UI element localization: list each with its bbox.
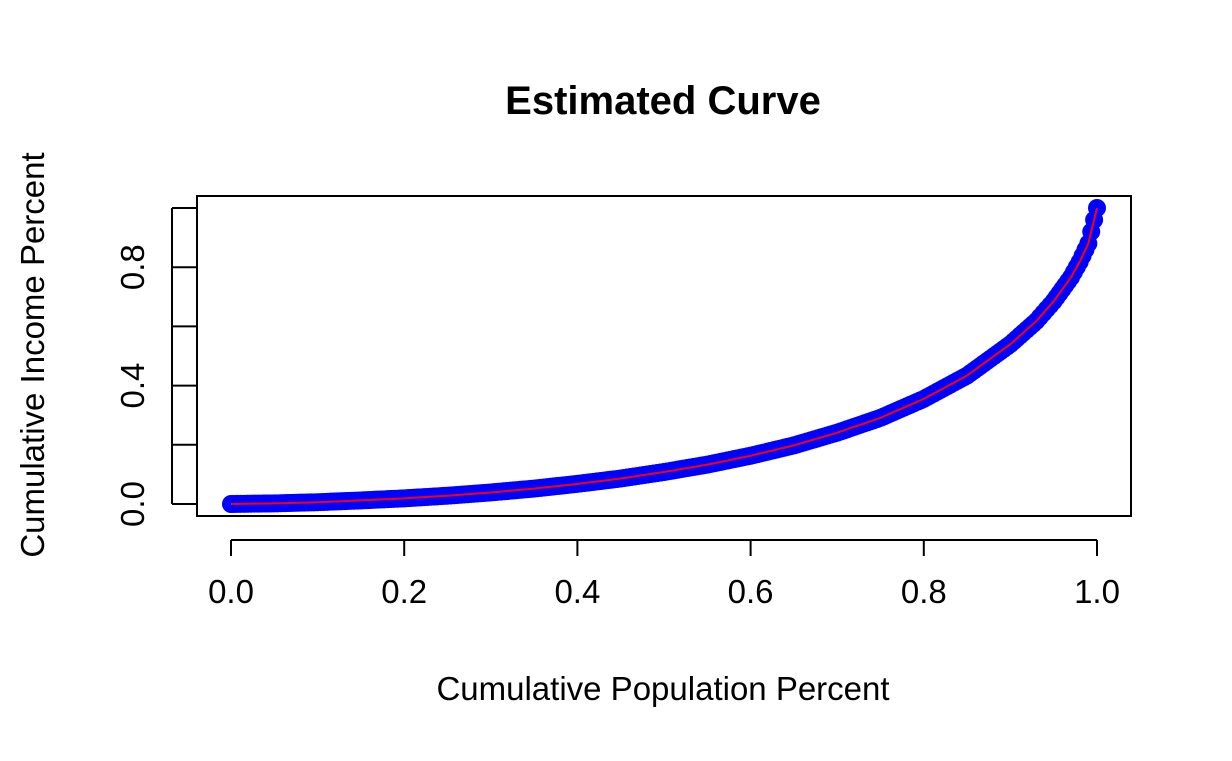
x-tick-label: 0.4 [554, 573, 600, 610]
points-series [222, 199, 1106, 513]
plot-frame [196, 195, 1132, 517]
chart-title: Estimated Curve [505, 79, 821, 123]
y-tick-label: 0.8 [114, 244, 151, 290]
plot-area [222, 199, 1106, 513]
y-tick-label: 0.4 [114, 363, 151, 409]
x-axis-label: Cumulative Population Percent [436, 670, 889, 707]
y-tick-label: 0.0 [114, 481, 151, 527]
x-tick-label: 0.0 [208, 573, 254, 610]
y-axis-label: Cumulative Income Percent [14, 152, 51, 557]
x-axis: 0.0 0.2 0.4 0.6 0.8 1.0 [208, 539, 1120, 610]
x-tick-label: 0.8 [901, 573, 947, 610]
fitted-curve-line [230, 207, 1098, 505]
x-tick-label: 0.6 [728, 573, 774, 610]
y-axis: 0.0 0.4 0.8 [114, 207, 196, 527]
x-tick-label: 0.2 [381, 573, 427, 610]
x-tick-label: 1.0 [1074, 573, 1120, 610]
